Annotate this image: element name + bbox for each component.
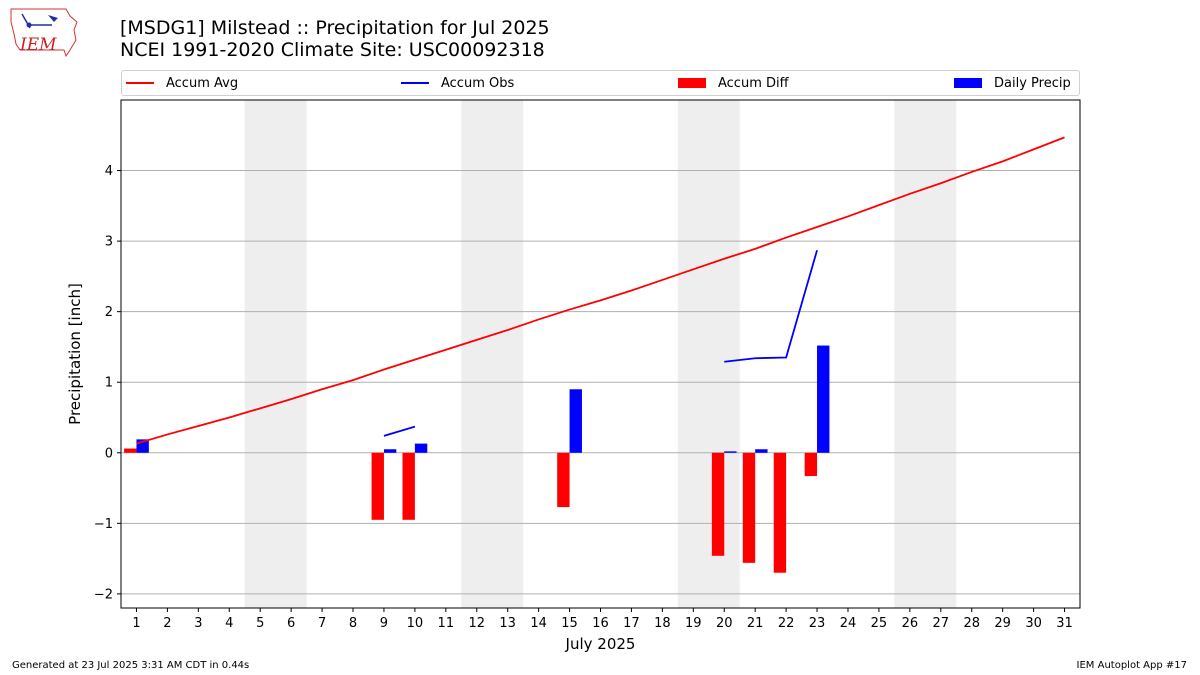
title-line-1: [MSDG1] Milstead :: Precipitation for Ju… (120, 17, 550, 39)
weekend-shade-1 (244, 100, 307, 608)
x-tick-label: 3 (194, 616, 202, 631)
y-tick-label: −2 (94, 587, 113, 602)
legend-item-accum-avg: Accum Avg (126, 71, 238, 95)
accum-diff-bar-10 (402, 452, 415, 520)
weekend-shade-3 (677, 100, 740, 608)
daily-precip-bar-9 (383, 449, 397, 453)
y-axis-label: Precipitation [inch] (66, 283, 84, 425)
accum-diff-bar-21 (742, 452, 756, 563)
title-line-2: NCEI 1991-2020 Climate Site: USC00092318 (120, 39, 545, 61)
y-tick-label: 0 (105, 446, 113, 461)
x-axis-label: July 2025 (565, 635, 636, 653)
x-tick-label: 23 (809, 616, 826, 631)
x-tick-label: 15 (561, 616, 578, 631)
x-tick-label: 31 (1056, 616, 1073, 631)
accum-diff-bar-20 (711, 452, 725, 556)
weekend-shade-4 (894, 100, 957, 608)
x-tick-label: 2 (163, 616, 171, 631)
daily-precip-bar-15 (569, 389, 582, 453)
legend-label-accum-avg: Accum Avg (166, 75, 239, 91)
x-tick-label: 28 (963, 616, 980, 631)
x-tick-label: 10 (407, 616, 424, 631)
logo-text: IEM (19, 35, 57, 55)
accum-diff-bar-9 (371, 452, 384, 520)
x-tick-label: 12 (468, 616, 485, 631)
x-tick-label: 4 (225, 616, 233, 631)
x-tick-label: 30 (1025, 616, 1042, 631)
x-tick-label: 26 (902, 616, 919, 631)
x-tick-label: 1 (132, 616, 140, 631)
daily-precip-bar-1 (136, 439, 149, 453)
legend-item-accum-obs: Accum Obs (401, 71, 514, 95)
legend-item-accum-diff: Accum Diff (678, 71, 789, 95)
legend-swatch-accum-obs (401, 82, 429, 84)
x-tick-label: 7 (318, 616, 326, 631)
daily-precip-bar-23 (817, 345, 830, 453)
x-tick-label: 21 (747, 616, 764, 631)
y-tick-label: 1 (105, 376, 113, 391)
x-tick-label: 9 (380, 616, 388, 631)
x-tick-label: 20 (716, 616, 733, 631)
x-tick-label: 19 (685, 616, 702, 631)
daily-precip-bar-10 (414, 443, 428, 453)
x-tick-label: 8 (349, 616, 357, 631)
x-tick-label: 6 (287, 616, 295, 631)
footer-app: IEM Autoplot App #17 (1076, 660, 1187, 671)
daily-precip-bar-21 (755, 449, 768, 453)
iem-logo: IEM (10, 8, 78, 58)
accum-diff-bar-23 (804, 452, 818, 477)
x-tick-label: 14 (530, 616, 547, 631)
x-tick-label: 24 (840, 616, 857, 631)
y-tick-label: 4 (105, 164, 113, 179)
daily-precip-bar-20 (724, 451, 737, 453)
accum-obs-line-2 (724, 250, 818, 363)
x-tick-label: 18 (654, 616, 671, 631)
x-tick-label: 17 (623, 616, 640, 631)
iowa-state-outline-icon (10, 8, 78, 58)
weekend-shade-2 (461, 100, 524, 608)
accum-obs-line-1 (383, 425, 416, 437)
x-tick-label: 16 (592, 616, 609, 631)
x-tick-label: 22 (778, 616, 795, 631)
accum-diff-bar-22 (773, 452, 787, 573)
x-tick-label: 29 (994, 616, 1011, 631)
x-tick-label: 27 (933, 616, 950, 631)
y-tick-label: 2 (105, 305, 113, 320)
legend-label-daily-precip: Daily Precip (994, 75, 1071, 91)
accum-avg-line (136, 136, 1065, 445)
accum-diff-bar-15 (557, 452, 570, 508)
legend-label-accum-obs: Accum Obs (441, 75, 515, 91)
legend-swatch-accum-diff (678, 78, 706, 88)
chart-title: [MSDG1] Milstead :: Precipitation for Ju… (120, 17, 550, 61)
plot-frame (120, 99, 1081, 609)
x-tick-label: 25 (871, 616, 888, 631)
x-tick-label: 5 (256, 616, 264, 631)
footer-generated: Generated at 23 Jul 2025 3:31 AM CDT in … (12, 660, 250, 671)
y-tick-label: −1 (94, 517, 113, 532)
legend-swatch-daily-precip (954, 78, 982, 88)
legend: Accum Avg Accum Obs Accum Diff Daily Pre… (121, 70, 1080, 96)
accum-diff-bar-1 (124, 448, 137, 453)
x-tick-label: 13 (499, 616, 516, 631)
y-tick-label: 3 (105, 235, 113, 250)
legend-label-accum-diff: Accum Diff (718, 75, 789, 91)
legend-swatch-accum-avg (126, 82, 154, 84)
x-tick-label: 11 (438, 616, 455, 631)
legend-item-daily-precip: Daily Precip (954, 71, 1071, 95)
